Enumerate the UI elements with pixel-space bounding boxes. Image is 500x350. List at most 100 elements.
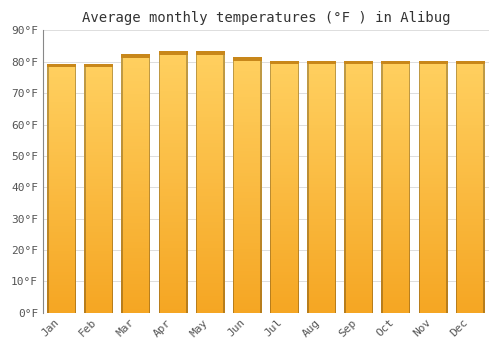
Bar <box>233 189 234 192</box>
Bar <box>84 83 86 86</box>
Bar <box>47 124 76 127</box>
Bar <box>122 84 150 88</box>
Bar <box>158 241 160 244</box>
Bar <box>270 103 299 106</box>
Bar <box>270 121 299 125</box>
Bar <box>158 286 160 290</box>
Bar <box>382 99 383 103</box>
Bar <box>47 133 48 136</box>
Bar <box>122 296 123 300</box>
Bar <box>158 300 160 303</box>
Bar <box>409 237 410 240</box>
Bar <box>456 244 458 247</box>
Bar <box>484 172 485 175</box>
Bar <box>233 208 262 211</box>
Bar <box>344 178 346 181</box>
Bar <box>112 124 113 127</box>
Bar <box>484 106 485 109</box>
Bar <box>298 87 299 90</box>
Bar <box>298 121 299 125</box>
Bar <box>196 286 224 290</box>
Bar <box>84 247 113 251</box>
Bar <box>158 173 188 176</box>
Bar <box>84 244 86 247</box>
Bar <box>112 173 113 176</box>
Bar <box>196 218 197 222</box>
Bar <box>270 262 299 266</box>
Bar <box>446 168 448 172</box>
Bar <box>307 181 308 184</box>
Bar <box>186 65 188 69</box>
Bar <box>84 127 86 130</box>
Bar <box>47 257 48 260</box>
Bar <box>158 65 188 69</box>
Bar <box>372 281 374 285</box>
Bar <box>112 189 113 192</box>
Bar <box>47 139 76 142</box>
Bar <box>446 80 448 84</box>
Bar <box>158 179 188 182</box>
Bar <box>47 173 48 176</box>
Bar <box>196 51 224 55</box>
Bar <box>223 231 224 234</box>
Bar <box>418 168 420 172</box>
Bar <box>196 169 224 173</box>
Bar <box>307 172 336 175</box>
Bar <box>344 234 374 237</box>
Bar <box>84 99 86 102</box>
Bar <box>484 250 485 253</box>
Bar <box>84 155 113 158</box>
Bar <box>122 88 150 91</box>
Bar <box>223 303 224 306</box>
Bar <box>484 118 485 121</box>
Bar <box>270 162 272 165</box>
Bar <box>122 255 123 258</box>
Bar <box>270 146 299 149</box>
Bar <box>158 260 188 264</box>
Bar <box>298 159 299 162</box>
Bar <box>418 222 448 225</box>
Bar <box>260 97 262 100</box>
Bar <box>122 145 123 149</box>
Bar <box>47 124 48 127</box>
Bar <box>344 90 374 93</box>
Bar <box>233 214 234 217</box>
Bar <box>196 59 224 62</box>
Bar <box>260 306 262 309</box>
Bar <box>334 112 336 115</box>
Bar <box>122 65 123 68</box>
Bar <box>298 247 299 250</box>
Bar <box>456 84 485 87</box>
Bar <box>344 181 346 184</box>
Bar <box>298 134 299 137</box>
Bar <box>196 160 197 163</box>
Bar <box>223 65 224 69</box>
Bar <box>122 287 123 290</box>
Bar <box>149 261 150 265</box>
Bar <box>484 131 485 134</box>
Bar <box>47 241 48 245</box>
Bar <box>382 131 383 134</box>
Bar <box>456 231 485 234</box>
Bar <box>47 164 48 167</box>
Bar <box>270 77 299 80</box>
Bar <box>122 200 123 203</box>
Bar <box>260 71 262 75</box>
Bar <box>344 306 374 309</box>
Bar <box>223 107 224 111</box>
Bar <box>158 244 160 247</box>
Bar <box>382 80 410 84</box>
Bar <box>233 141 234 145</box>
Bar <box>418 68 448 71</box>
Bar <box>418 284 448 288</box>
Bar <box>186 277 188 280</box>
Bar <box>74 161 76 164</box>
Bar <box>158 88 188 91</box>
Bar <box>382 196 410 200</box>
Bar <box>270 77 272 80</box>
Bar <box>84 223 86 226</box>
Bar <box>149 117 150 120</box>
Bar <box>307 108 336 112</box>
Bar <box>84 136 113 139</box>
Bar <box>307 121 308 125</box>
